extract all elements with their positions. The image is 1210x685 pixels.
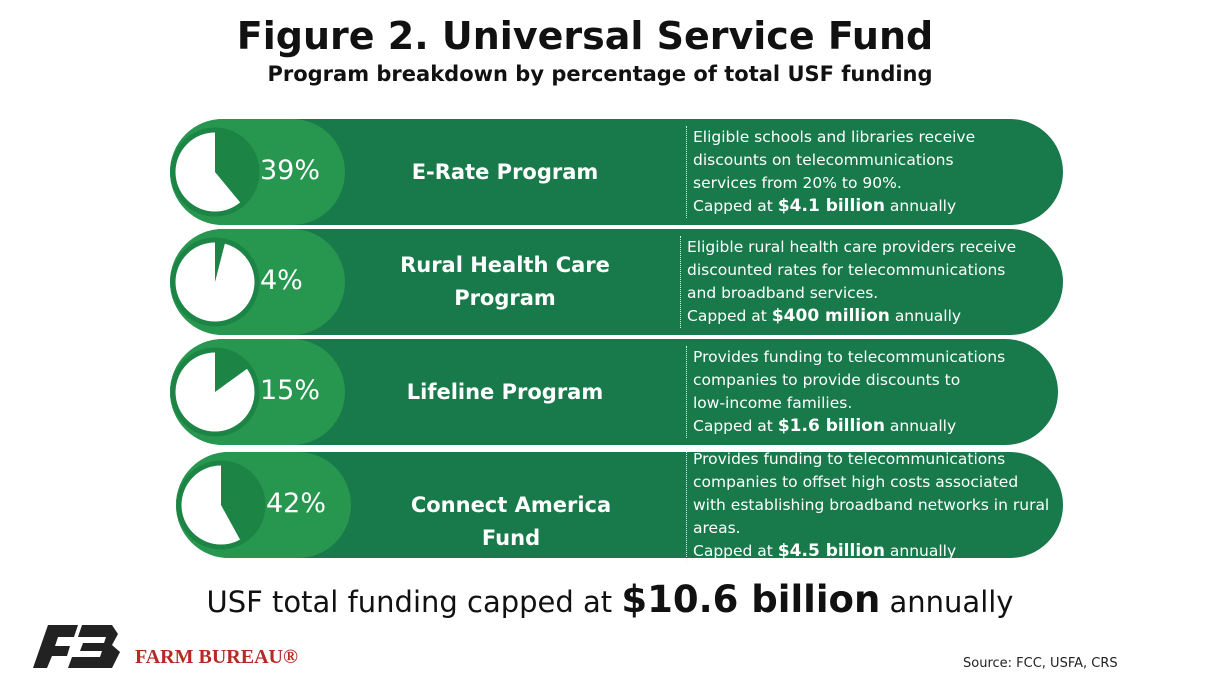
description-line: areas. <box>693 518 741 537</box>
cap-prefix: Capped at <box>693 417 773 435</box>
description-line: Provides funding to telecommunications <box>693 348 1006 366</box>
total: USF total funding capped at $10.6 billio… <box>0 578 1210 621</box>
cap-suffix: annually <box>889 197 957 215</box>
program-name: Connect America Fund <box>391 489 631 555</box>
name-line: Connect America Fund <box>410 492 612 550</box>
cap-line: Capped at $400 million annually <box>687 305 1016 328</box>
pie-slice <box>215 240 226 282</box>
description-line: Eligible schools and libraries receive <box>693 128 976 146</box>
cap-prefix: Capped at <box>687 307 767 325</box>
cap-amount: $4.5 billion <box>777 540 885 561</box>
cap-suffix: annually <box>889 417 957 435</box>
total-suffix: annually <box>889 585 1014 619</box>
row-pill <box>176 452 1063 558</box>
name-line: Program <box>454 286 556 310</box>
source: Source: FCC, USFA, CRS <box>963 656 1118 671</box>
subtitle: Program breakdown by percentage of total… <box>267 62 933 86</box>
description-line: Eligible rural health care providers rec… <box>687 238 1017 256</box>
cap-amount: $4.1 billion <box>777 196 885 216</box>
description-line: companies to offset high costs associate… <box>693 472 1019 491</box>
pie-slice <box>215 350 249 392</box>
cap-line: Capped at $4.5 billion annually <box>693 540 1049 563</box>
cap-prefix: Capped at <box>693 197 773 215</box>
cap-line: Capped at $4.1 billion annually <box>693 195 975 218</box>
cap-prefix: Capped at <box>693 541 773 560</box>
description-line: companies to provide discounts to <box>693 371 961 389</box>
cap-amount: $1.6 billion <box>777 416 885 436</box>
name-line: Lifeline Program <box>406 379 604 404</box>
description-line: with establishing broadband networks in … <box>693 495 1050 514</box>
description: Provides funding to telecommunications co… <box>686 346 1005 438</box>
description: Provides funding to telecommunications co… <box>686 447 1050 563</box>
description-line: and broadband services. <box>687 284 879 302</box>
name-line: E-Rate Program <box>411 159 599 184</box>
pie-slice <box>221 463 263 542</box>
name-line: Rural Health Care <box>400 253 610 277</box>
description: Eligible schools and libraries receive di… <box>686 126 975 218</box>
cap-suffix: annually <box>889 541 957 560</box>
total-amount: $10.6 billion <box>621 578 881 621</box>
row-pill <box>170 119 1063 225</box>
program-name: E-Rate Program <box>385 156 625 189</box>
row-pill <box>170 229 1063 335</box>
description-line: services from 20% to 90%. <box>693 174 902 192</box>
logo-mark <box>33 625 120 668</box>
description-line: discounts on telecommunications <box>693 151 954 169</box>
logo-text: FARM BUREAU® <box>135 646 298 668</box>
cap-amount: $400 million <box>771 306 890 326</box>
row-pill <box>170 339 1058 445</box>
share-label: 42% <box>266 488 327 519</box>
total-prefix: USF total funding capped at <box>206 585 613 619</box>
share-label: 15% <box>260 375 321 406</box>
share-label: 4% <box>260 265 303 296</box>
cap-line: Capped at $1.6 billion annually <box>693 415 1005 438</box>
program-name: Lifeline Program <box>385 376 625 409</box>
share-label: 39% <box>260 155 321 186</box>
description-line: discounted rates for telecommunications <box>687 261 1006 279</box>
title: Figure 2. Universal Service Fund <box>236 14 934 58</box>
description-line: low-income families. <box>693 394 853 412</box>
description: Eligible rural health care providers rec… <box>680 236 1016 328</box>
pie-slice <box>215 130 257 205</box>
description-line: Provides funding to telecommunications <box>693 449 1006 468</box>
program-name: Rural Health Care Program <box>385 249 625 315</box>
cap-suffix: annually <box>894 307 962 325</box>
